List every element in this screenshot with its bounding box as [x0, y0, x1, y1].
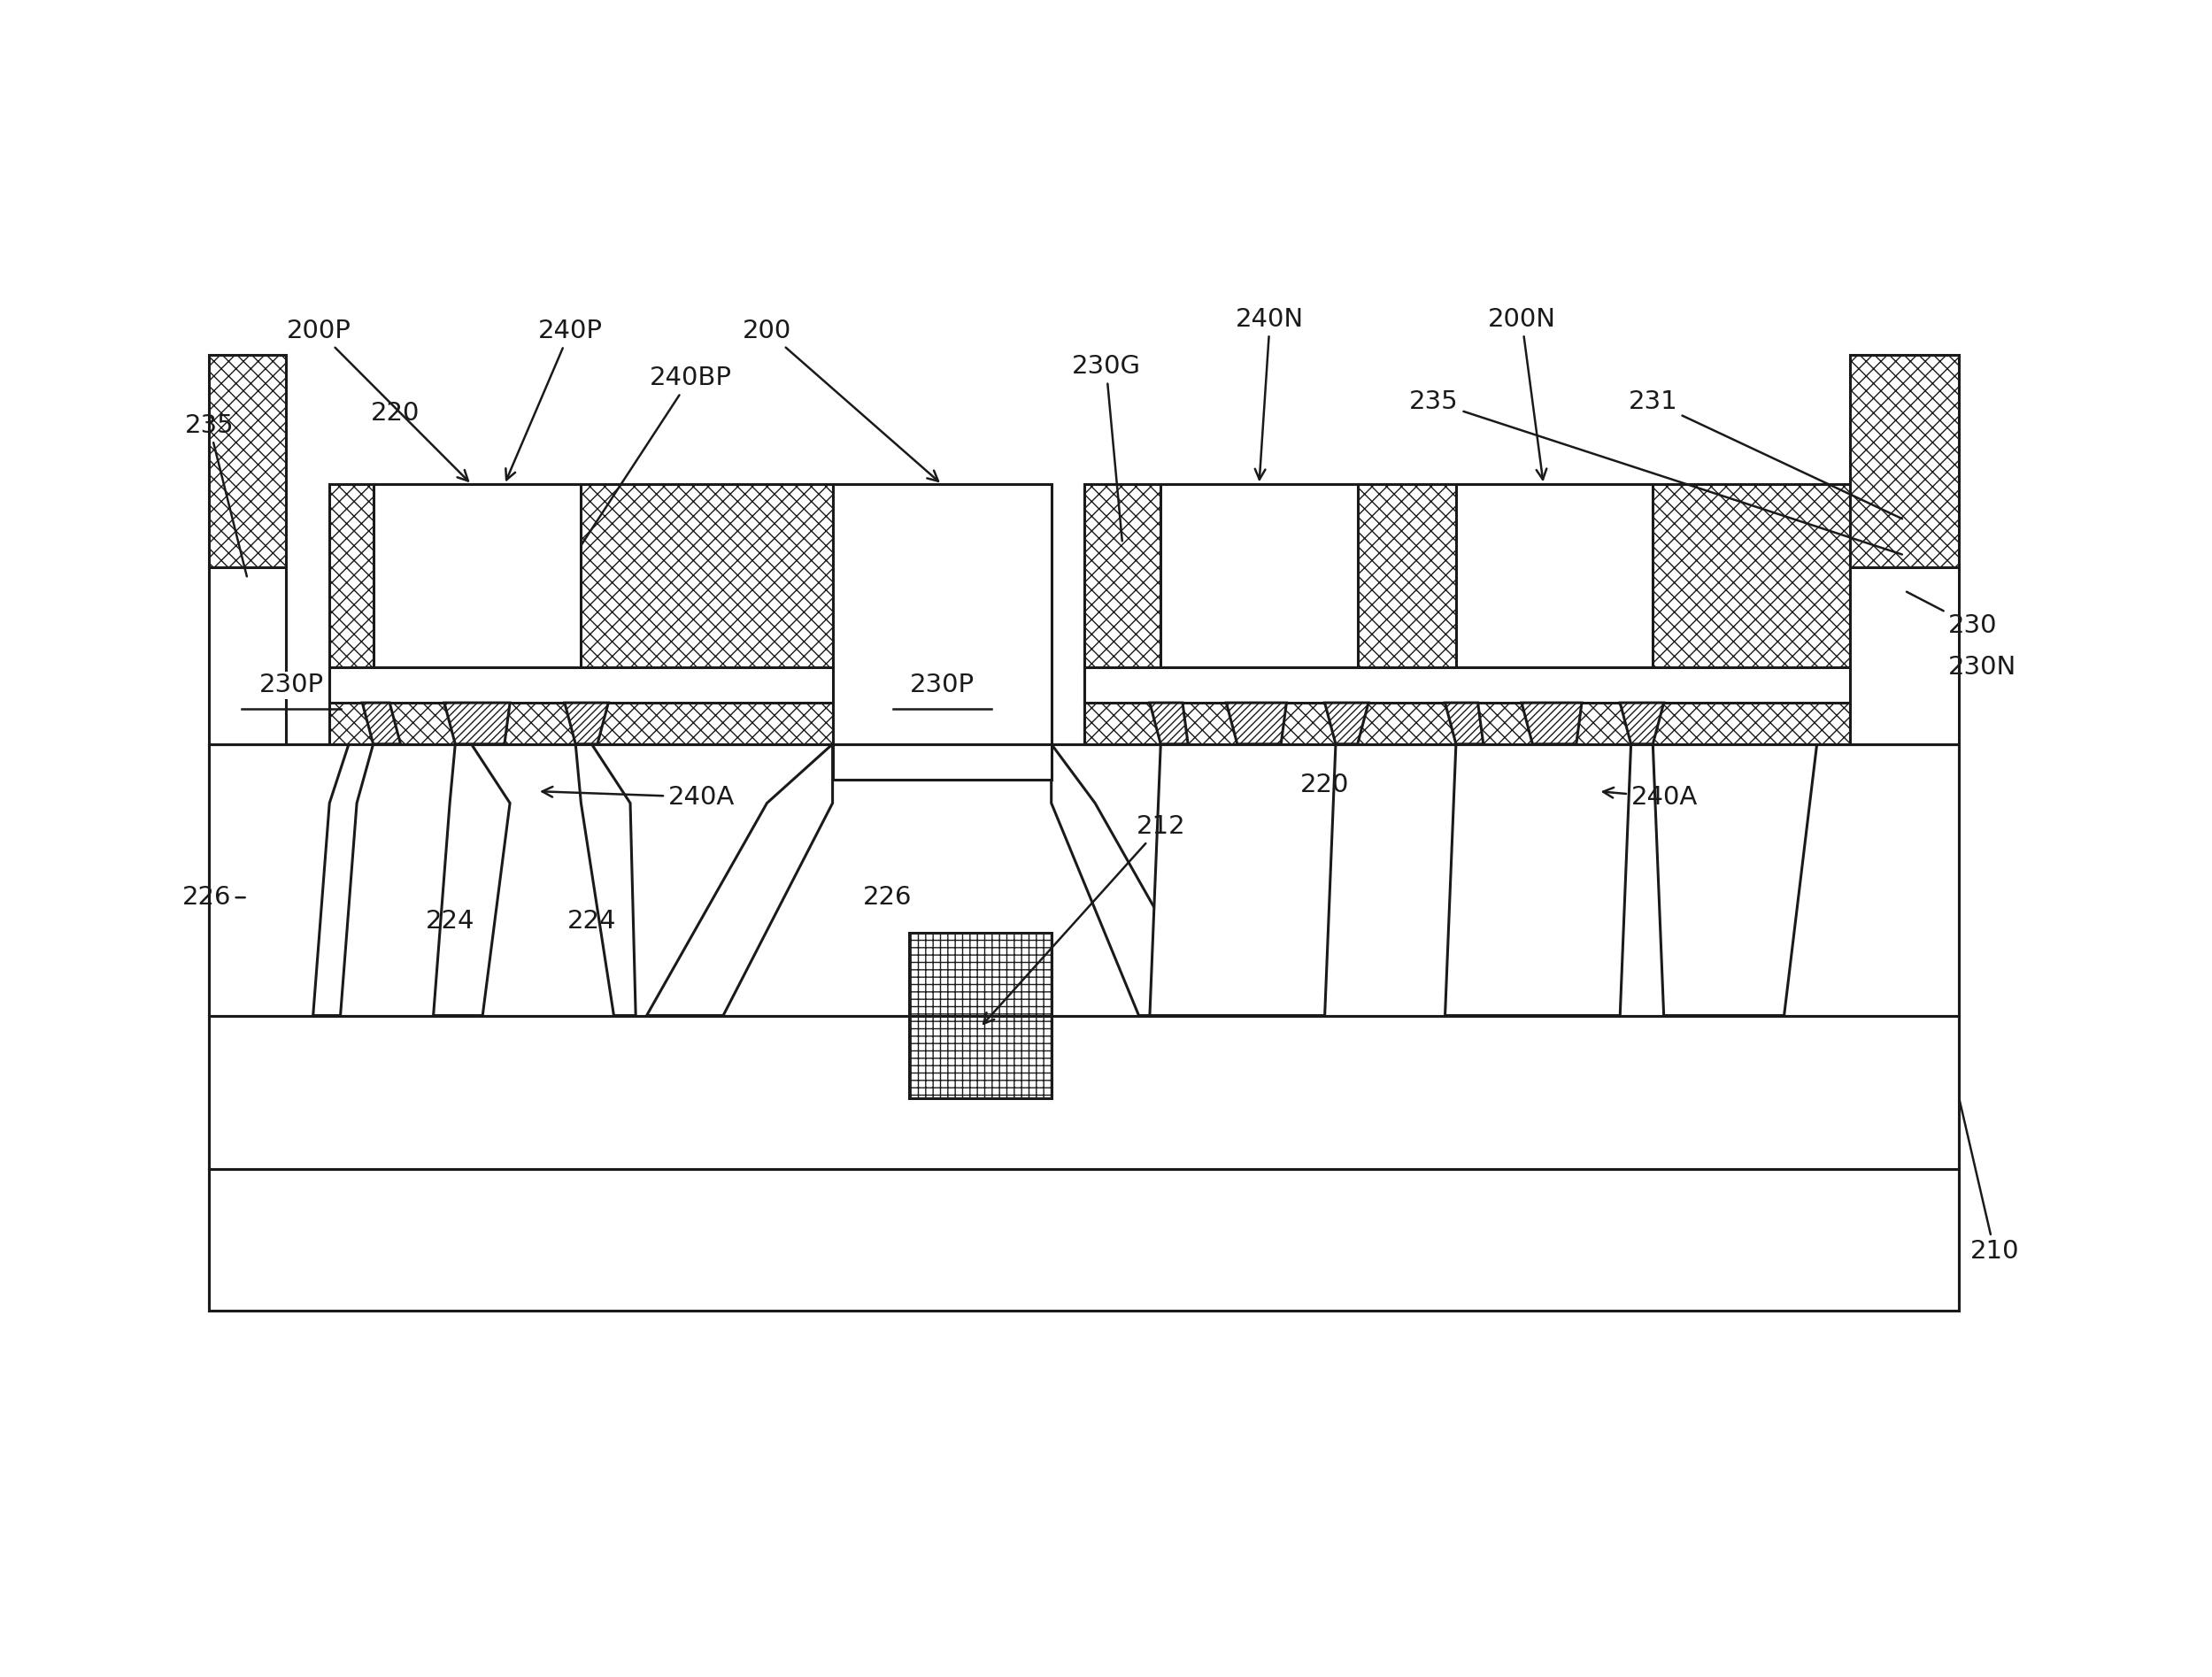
- Bar: [1455, 485, 1652, 667]
- Polygon shape: [1652, 745, 1816, 1016]
- Bar: [909, 932, 1051, 1098]
- Bar: [374, 485, 582, 667]
- Bar: [832, 745, 1051, 780]
- Polygon shape: [1444, 703, 1484, 745]
- Text: 224: 224: [425, 909, 473, 934]
- Polygon shape: [1051, 745, 1214, 1016]
- Bar: [1084, 667, 1849, 703]
- Polygon shape: [1150, 745, 1336, 1016]
- Text: 224: 224: [568, 909, 617, 934]
- Polygon shape: [646, 745, 832, 1016]
- Text: 240A: 240A: [1604, 785, 1697, 810]
- Text: 231: 231: [1628, 389, 1902, 518]
- Bar: [1849, 354, 1960, 567]
- Polygon shape: [1522, 703, 1582, 745]
- Text: 210: 210: [1960, 1100, 2020, 1264]
- Bar: [210, 567, 285, 745]
- Polygon shape: [1150, 703, 1188, 745]
- Bar: [210, 354, 285, 567]
- Bar: [1849, 567, 1960, 745]
- Polygon shape: [445, 703, 511, 745]
- Text: 200P: 200P: [285, 319, 469, 481]
- Text: 240N: 240N: [1237, 307, 1305, 480]
- Text: 240P: 240P: [507, 319, 602, 480]
- Text: 220: 220: [1301, 773, 1349, 798]
- Polygon shape: [564, 703, 608, 745]
- Text: 230G: 230G: [1071, 354, 1141, 542]
- Bar: [832, 485, 1051, 745]
- Text: 235: 235: [1409, 389, 1902, 555]
- Text: 226: 226: [863, 885, 911, 911]
- Polygon shape: [1444, 745, 1630, 1016]
- Text: 240BP: 240BP: [562, 366, 732, 575]
- Text: 226: 226: [181, 885, 246, 911]
- Text: 212: 212: [984, 815, 1186, 1023]
- Text: 200N: 200N: [1486, 307, 1555, 480]
- Polygon shape: [564, 703, 635, 1016]
- Text: 200: 200: [743, 319, 938, 481]
- Text: 230P: 230P: [259, 672, 323, 698]
- Text: 235: 235: [184, 413, 248, 577]
- Text: 230: 230: [1907, 592, 1997, 639]
- Polygon shape: [1225, 703, 1287, 745]
- Polygon shape: [1619, 703, 1663, 745]
- Text: 240A: 240A: [542, 785, 734, 810]
- Text: 230N: 230N: [1949, 656, 2017, 679]
- Text: 230P: 230P: [909, 672, 973, 698]
- Polygon shape: [314, 703, 389, 1016]
- Bar: [330, 667, 832, 703]
- Polygon shape: [1325, 703, 1369, 745]
- Bar: [210, 745, 1960, 1311]
- Polygon shape: [434, 703, 511, 1016]
- Polygon shape: [363, 703, 400, 745]
- Bar: [1084, 485, 1849, 745]
- Bar: [330, 485, 832, 745]
- Bar: [1161, 485, 1358, 667]
- Bar: [210, 745, 1960, 1311]
- Text: 220: 220: [372, 401, 420, 426]
